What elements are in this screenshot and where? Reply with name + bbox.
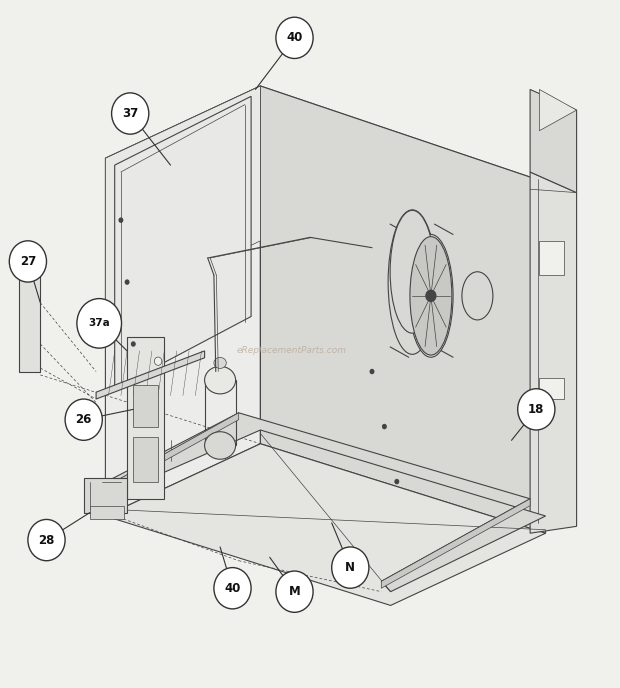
Circle shape xyxy=(131,341,136,347)
Circle shape xyxy=(214,568,251,609)
Polygon shape xyxy=(530,89,577,193)
Circle shape xyxy=(276,17,313,58)
Circle shape xyxy=(426,290,436,301)
Circle shape xyxy=(370,369,374,374)
Text: eReplacementParts.com: eReplacementParts.com xyxy=(236,346,347,356)
Polygon shape xyxy=(133,385,158,427)
Circle shape xyxy=(77,299,122,348)
Circle shape xyxy=(125,279,130,285)
Polygon shape xyxy=(539,89,577,131)
Ellipse shape xyxy=(214,357,226,369)
Circle shape xyxy=(9,241,46,282)
Circle shape xyxy=(28,519,65,561)
Polygon shape xyxy=(19,248,40,372)
Circle shape xyxy=(118,217,123,223)
Ellipse shape xyxy=(205,366,236,394)
Circle shape xyxy=(382,424,387,429)
Ellipse shape xyxy=(388,210,436,354)
Circle shape xyxy=(154,357,162,365)
Polygon shape xyxy=(105,86,260,316)
Polygon shape xyxy=(105,86,260,516)
Text: 26: 26 xyxy=(76,413,92,426)
Text: M: M xyxy=(289,585,300,598)
Polygon shape xyxy=(539,241,564,275)
Polygon shape xyxy=(127,337,164,499)
Polygon shape xyxy=(539,378,564,399)
Circle shape xyxy=(276,571,313,612)
Text: 18: 18 xyxy=(528,403,544,416)
Text: 37a: 37a xyxy=(88,319,110,328)
Polygon shape xyxy=(96,413,239,499)
Ellipse shape xyxy=(390,211,435,333)
Text: 40: 40 xyxy=(286,32,303,44)
Text: 28: 28 xyxy=(38,534,55,546)
Polygon shape xyxy=(105,444,546,605)
Circle shape xyxy=(332,547,369,588)
Polygon shape xyxy=(260,86,546,533)
Circle shape xyxy=(65,399,102,440)
Polygon shape xyxy=(90,506,124,519)
Text: N: N xyxy=(345,561,355,574)
Text: 27: 27 xyxy=(20,255,36,268)
Polygon shape xyxy=(133,437,158,482)
Text: 40: 40 xyxy=(224,582,241,594)
Circle shape xyxy=(112,93,149,134)
Text: 37: 37 xyxy=(122,107,138,120)
Polygon shape xyxy=(381,499,530,588)
Polygon shape xyxy=(115,96,251,389)
Polygon shape xyxy=(105,86,546,258)
Circle shape xyxy=(394,479,399,484)
Ellipse shape xyxy=(462,272,493,320)
Polygon shape xyxy=(87,413,546,592)
Ellipse shape xyxy=(410,237,452,355)
Ellipse shape xyxy=(409,235,453,357)
Polygon shape xyxy=(84,478,127,513)
Polygon shape xyxy=(96,351,205,399)
Circle shape xyxy=(518,389,555,430)
Polygon shape xyxy=(530,172,577,533)
Ellipse shape xyxy=(205,432,236,460)
